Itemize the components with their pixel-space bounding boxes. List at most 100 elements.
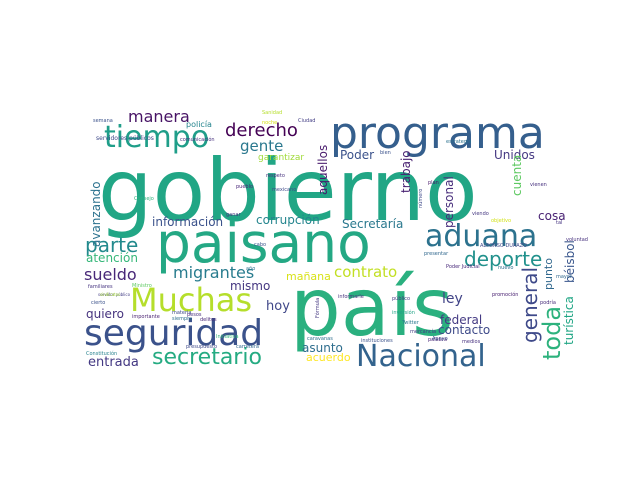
cloud-word: derecho bbox=[225, 120, 298, 141]
cloud-word: respeto bbox=[266, 173, 285, 179]
cloud-word: promoción bbox=[492, 291, 518, 298]
cloud-word: inversión bbox=[392, 309, 415, 316]
cloud-word: Sanidad bbox=[262, 110, 282, 116]
cloud-word: pesos bbox=[187, 312, 202, 318]
cloud-word: Muchas bbox=[130, 281, 252, 319]
cloud-word: Twitter bbox=[401, 320, 420, 326]
cloud-word: béisbol bbox=[563, 240, 577, 283]
cloud-word: importante bbox=[132, 314, 160, 320]
cloud-word: Fórmula bbox=[314, 298, 321, 318]
cloud-word: turística bbox=[562, 296, 576, 345]
cloud-word: manera bbox=[128, 107, 190, 126]
cloud-word: mayor bbox=[556, 274, 573, 280]
cloud-word: familiares bbox=[88, 284, 113, 290]
cloud-word: voluntad bbox=[566, 237, 588, 243]
cloud-word: Poder Judicial bbox=[446, 264, 480, 270]
cloud-word: atención bbox=[86, 251, 138, 265]
cloud-word: podría bbox=[540, 299, 556, 306]
cloud-word: mexicano bbox=[272, 187, 296, 193]
cloud-word: quiero bbox=[86, 307, 124, 321]
cloud-word: Poder bbox=[340, 148, 374, 162]
cloud-word: contrato bbox=[334, 263, 397, 281]
cloud-word: aduana bbox=[425, 219, 537, 254]
cloud-word: semana bbox=[93, 118, 113, 124]
cloud-word: pueblo bbox=[236, 184, 253, 190]
cloud-word: noche bbox=[262, 120, 277, 126]
cloud-word: toda bbox=[538, 306, 566, 360]
cloud-word: palabra bbox=[428, 337, 447, 343]
cloud-word: vienen bbox=[530, 182, 547, 188]
cloud-word: programa bbox=[330, 108, 545, 159]
cloud-word: mismo bbox=[230, 279, 270, 293]
cloud-word: cierto bbox=[91, 300, 105, 306]
cloud-word: sueldo bbox=[84, 265, 137, 284]
cloud-word: delitos bbox=[200, 317, 217, 323]
cloud-word: Nacional bbox=[356, 339, 486, 374]
cloud-word: ALFONSO DURAZO bbox=[480, 243, 527, 249]
cloud-word: cabo bbox=[254, 242, 266, 248]
cloud-word: Constitución bbox=[86, 350, 117, 357]
cloud-word: Apoyo bbox=[432, 336, 448, 342]
cloud-word: general bbox=[518, 267, 542, 343]
cloud-word: servidores públicos bbox=[96, 135, 154, 142]
cloud-word: instituciones bbox=[361, 338, 393, 344]
cloud-word: Consejo bbox=[134, 196, 154, 202]
cloud-word: garantizar bbox=[258, 153, 304, 163]
cloud-word: cuenta bbox=[510, 155, 524, 196]
cloud-word: hoy bbox=[266, 299, 290, 314]
cloud-word: Ciudad bbox=[298, 118, 315, 124]
cloud-word: mañana bbox=[286, 270, 331, 283]
cloud-word: Ministro bbox=[132, 283, 152, 289]
cloud-word: información bbox=[152, 215, 223, 229]
cloud-word: personal bbox=[442, 176, 456, 228]
cloud-word: país bbox=[290, 261, 454, 354]
cloud-word: trabajo bbox=[399, 150, 413, 193]
cloud-word: acuerdo bbox=[306, 351, 351, 364]
cloud-word: sindicatos bbox=[100, 292, 120, 297]
cloud-word: Secretaría bbox=[342, 217, 403, 231]
cloud-word: gobierno bbox=[98, 141, 478, 241]
cloud-word: plan bbox=[428, 180, 439, 186]
cloud-word: número bbox=[417, 189, 424, 208]
cloud-word: migrantes bbox=[173, 263, 254, 282]
cloud-word: punto bbox=[542, 258, 555, 290]
cloud-word: mercancía bbox=[410, 328, 436, 335]
cloud-word: comunicación bbox=[180, 136, 215, 143]
cloud-word: gente bbox=[240, 137, 283, 155]
cloud-word: entrada bbox=[88, 355, 139, 370]
cloud-word: Iniciativa bbox=[216, 334, 239, 340]
cloud-word: avanzando bbox=[89, 181, 103, 247]
cloud-word: asunto bbox=[302, 341, 343, 355]
cloud-word: siempre bbox=[172, 316, 192, 322]
cloud-word: presupuesto bbox=[186, 344, 217, 350]
cloud-word: corrupción bbox=[256, 213, 320, 227]
cloud-word: informarle bbox=[338, 294, 364, 300]
cloud-word: año bbox=[246, 266, 255, 272]
cloud-word: contacto bbox=[438, 323, 490, 337]
cloud-word: Unidos bbox=[494, 148, 535, 162]
cloud-word: viendo bbox=[472, 211, 489, 217]
cloud-word: secretario bbox=[152, 345, 262, 370]
cloud-word: caravanas bbox=[307, 336, 333, 342]
cloud-word: bien bbox=[380, 150, 391, 156]
cloud-word: deporte bbox=[464, 247, 542, 271]
cloud-word: materia bbox=[172, 310, 191, 316]
cloud-word: policía bbox=[186, 120, 212, 129]
cloud-word: estrategia bbox=[446, 139, 471, 145]
cloud-word: aquellos bbox=[316, 145, 330, 195]
cloud-word: ley bbox=[442, 291, 463, 307]
cloud-word: federal bbox=[440, 313, 482, 327]
cloud-word: parte bbox=[85, 233, 138, 257]
cloud-word: público bbox=[392, 295, 410, 302]
cloud-word: medios bbox=[462, 339, 481, 345]
cloud-word: presentar bbox=[424, 251, 449, 257]
cloud-word: servidor público bbox=[98, 292, 131, 297]
cloud-word: tal bbox=[556, 220, 562, 226]
cloud-word: tiempo bbox=[104, 120, 209, 155]
cloud-word: ganar bbox=[226, 212, 241, 218]
cloud-word: carretera bbox=[236, 344, 259, 350]
cloud-word: cosa bbox=[538, 209, 566, 223]
cloud-word: objetivo bbox=[491, 218, 511, 224]
cloud-word: paisano bbox=[156, 211, 371, 275]
